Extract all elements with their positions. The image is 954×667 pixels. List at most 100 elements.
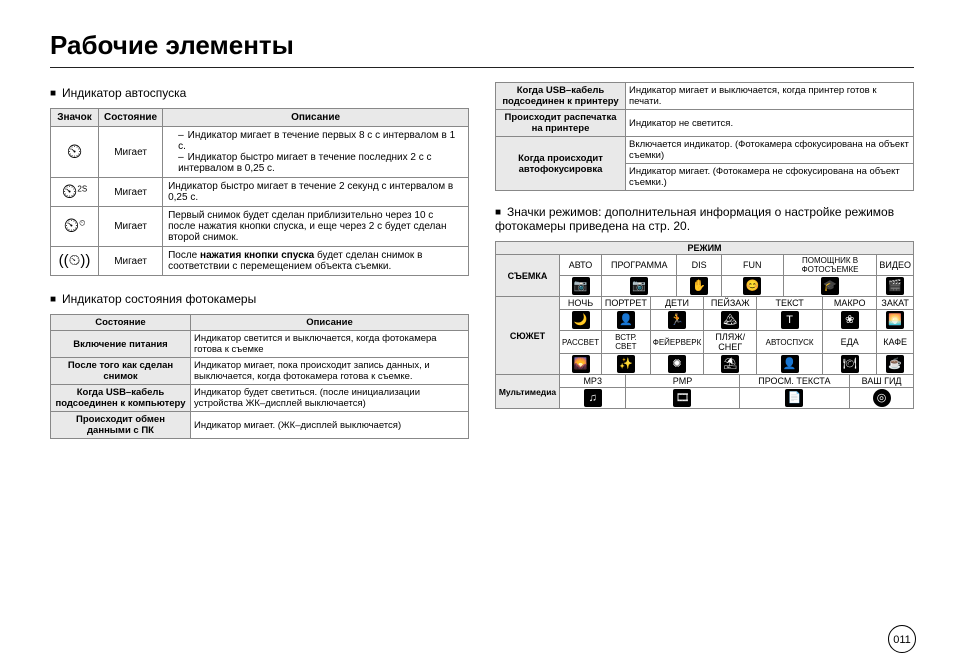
timer-table: Значок Состояние Описание ⏲ Мигает Индик… [50, 108, 469, 276]
media-col-3: ВАШ ГИД [850, 375, 914, 388]
media-icon-0: ♫ [584, 389, 602, 407]
scene2-col-6: КАФЕ [877, 331, 914, 354]
shoot-icon-5: 🎬 [886, 277, 904, 295]
timer-icon-2s-sup: 2S [77, 184, 87, 193]
scene2-icon-5: 🍽 [841, 355, 859, 373]
status-row-0: Включение питания Индикатор светится и в… [51, 331, 469, 358]
scene1-icon-5: ❀ [841, 311, 859, 329]
status2-desc-2a: Включается индикатор. (Фотокамера сфокус… [626, 137, 914, 164]
th-desc: Описание [163, 109, 469, 127]
scene2-col-5: ЕДА [823, 331, 877, 354]
timer-desc-2: Первый снимок будет сделан приблизительн… [163, 207, 469, 247]
scene1-icon-2: 🏃 [668, 311, 686, 329]
status-desc-0: Индикатор светится и выключается, когда … [191, 331, 469, 358]
scene1-icon-6: 🌅 [886, 311, 904, 329]
modes-table: РЕЖИМ СЪЕМКА АВТО ПРОГРАММА DIS FUN ПОМО… [495, 241, 914, 409]
row-shoot: СЪЕМКА [496, 255, 560, 297]
title-rule [50, 67, 914, 68]
status2-desc-1: Индикатор не светится. [626, 110, 914, 137]
scene1-col-4: ТЕКСТ [757, 297, 823, 310]
media-col-1: PMP [626, 375, 739, 388]
shoot-icon-0: 📷 [572, 277, 590, 295]
scene1-col-6: ЗАКАТ [877, 297, 914, 310]
status-state-3: Происходит обмен данными с ПК [51, 412, 191, 439]
timer-icon-10s: ⏲ [67, 141, 83, 163]
scene1-col-0: НОЧЬ [560, 297, 602, 310]
scene2-icon-3: ⛱ [721, 355, 739, 373]
scene2-col-0: РАССВЕТ [560, 331, 602, 354]
timer-desc-1: Индикатор быстро мигает в течение 2 секу… [163, 178, 469, 207]
status2-state-1: Происходит распечатка на принтере [496, 110, 626, 137]
modes-header: РЕЖИМ [496, 242, 914, 255]
status2-state-0: Когда USB–кабель подсоединен к принтеру [496, 83, 626, 110]
shoot-col-2: DIS [677, 255, 721, 276]
media-icon-3: ◎ [873, 389, 891, 407]
timer-icon-double: ⏲ [64, 215, 80, 237]
status-row-2: Когда USB–кабель подсоединен к компьютер… [51, 385, 469, 412]
status-table-right: Когда USB–кабель подсоединен к принтеру … [495, 82, 914, 191]
st-h-desc: Описание [191, 315, 469, 331]
scene1-col-5: МАКРО [823, 297, 877, 310]
status2-desc-2b: Индикатор мигает. (Фотокамера не сфокуси… [626, 164, 914, 191]
timer-state-3: Мигает [99, 247, 163, 276]
scene2-icon-2: ✺ [668, 355, 686, 373]
status2-row-0: Когда USB–кабель подсоединен к принтеру … [496, 83, 914, 110]
scene1-icon-1: 👤 [617, 311, 635, 329]
media-icon-1: 🎞 [673, 389, 691, 407]
scene2-icon-0: 🌄 [572, 355, 590, 373]
scene1-col-1: ПОРТРЕТ [602, 297, 651, 310]
media-col-2: ПРОСМ. ТЕКСТА [739, 375, 850, 388]
scene2-col-3: ПЛЯЖ/ СНЕГ [704, 331, 757, 354]
media-col-0: MP3 [560, 375, 626, 388]
status-desc-2: Индикатор будет светиться. (после инициа… [191, 385, 469, 412]
timer-row-2: ⏲⏲ Мигает Первый снимок будет сделан при… [51, 207, 469, 247]
scene2-col-2: ФЕЙЕРВЕРК [650, 331, 704, 354]
shoot-icon-1: 📷 [630, 277, 648, 295]
status-state-0: Включение питания [51, 331, 191, 358]
timer-row-1: ⏲2S Мигает Индикатор быстро мигает в теч… [51, 178, 469, 207]
scene1-icon-0: 🌙 [572, 311, 590, 329]
section-modes-title: Значки режимов: дополнительная информаци… [495, 205, 914, 233]
scene1-col-2: ДЕТИ [650, 297, 704, 310]
scene1-icon-4: T [781, 311, 799, 329]
status-state-1: После того как сделан снимок [51, 358, 191, 385]
scene2-icon-1: ✨ [617, 355, 635, 373]
page-number: 011 [888, 625, 916, 653]
status2-desc-0: Индикатор мигает и выключается, когда пр… [626, 83, 914, 110]
status-desc-1: Индикатор мигает, пока происходит запись… [191, 358, 469, 385]
shoot-icon-2: ✋ [690, 277, 708, 295]
scene1-icon-3: 🏔 [721, 311, 739, 329]
st-h-state: Состояние [51, 315, 191, 331]
timer-desc-3: После нажатия кнопки спуска будет сделан… [163, 247, 469, 276]
timer-icon-double-sup: ⏲ [79, 219, 85, 228]
status2-row-2a: Когда происходит автофокусировка Включае… [496, 137, 914, 164]
th-state: Состояние [99, 109, 163, 127]
section-timer-title: Индикатор автоспуска [50, 86, 469, 100]
shoot-col-4: ПОМОЩНИК В ФОТОСЪЕМКЕ [783, 255, 877, 276]
timer-desc-0b: Индикатор быстро мигает в течение послед… [178, 152, 463, 174]
status-state-2: Когда USB–кабель подсоединен к компьютер… [51, 385, 191, 412]
timer-icon-2s: ⏲ [62, 181, 78, 203]
shoot-icon-3: 😊 [743, 277, 761, 295]
page-title: Рабочие элементы [50, 30, 914, 61]
scene2-col-1: ВСТР. СВЕТ [602, 331, 651, 354]
timer-state-1: Мигает [99, 178, 163, 207]
status-row-1: После того как сделан снимок Индикатор м… [51, 358, 469, 385]
shoot-col-0: АВТО [560, 255, 602, 276]
status2-row-1: Происходит распечатка на принтере Индика… [496, 110, 914, 137]
status-row-3: Происходит обмен данными с ПК Индикатор … [51, 412, 469, 439]
status-desc-3: Индикатор мигает. (ЖК–дисплей выключаетс… [191, 412, 469, 439]
status-table-left: Состояние Описание Включение питания Инд… [50, 314, 469, 439]
shoot-col-1: ПРОГРАММА [602, 255, 677, 276]
timer-row-3: ((⏲)) Мигает После нажатия кнопки спуска… [51, 247, 469, 276]
shoot-icon-4: 🎓 [821, 277, 839, 295]
timer-state-0: Мигает [99, 127, 163, 178]
timer-row-0: ⏲ Мигает Индикатор мигает в течение перв… [51, 127, 469, 178]
section-status-title: Индикатор состояния фотокамеры [50, 292, 469, 306]
shoot-col-5: ВИДЕО [877, 255, 914, 276]
timer-icon-motion: ((⏲)) [59, 252, 91, 269]
media-icon-2: 📄 [785, 389, 803, 407]
th-icon: Значок [51, 109, 99, 127]
scene2-icon-6: ☕ [886, 355, 904, 373]
row-scene: СЮЖЕТ [496, 297, 560, 375]
